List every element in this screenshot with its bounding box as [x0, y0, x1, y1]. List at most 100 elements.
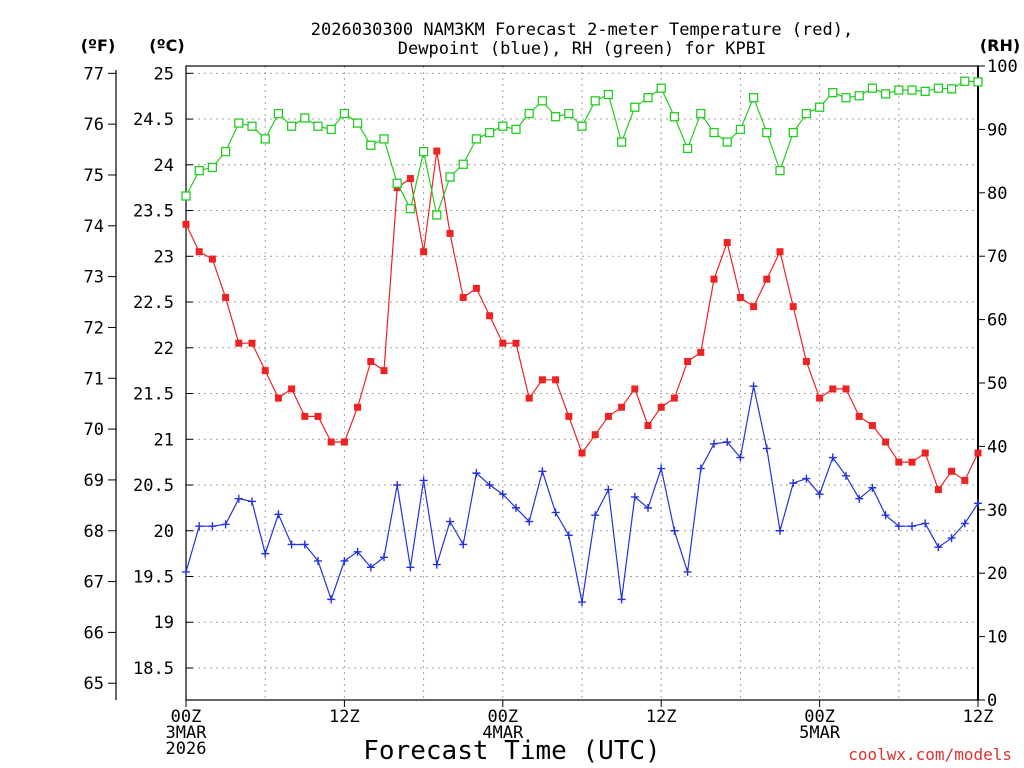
c-tick-label: 22 — [154, 339, 174, 359]
dewpoint-point — [261, 549, 270, 558]
rh-point — [630, 102, 640, 112]
temperature-point — [552, 376, 560, 384]
rh-series-line — [185, 80, 979, 218]
temperature-point — [565, 412, 573, 420]
rh-point — [669, 112, 680, 122]
dewpoint-point — [419, 476, 428, 485]
dewpoint-point — [393, 481, 402, 490]
rh-point — [854, 91, 864, 101]
rh-point — [656, 83, 666, 93]
temperature-point — [288, 385, 296, 393]
temperature-point — [367, 358, 375, 366]
dewpoint-point — [221, 520, 230, 529]
rh-point — [207, 162, 218, 173]
dewpoint-point — [498, 490, 507, 499]
temperature-point — [433, 147, 441, 155]
temperature-point — [816, 394, 824, 402]
rh-tick-label: 30 — [987, 501, 1007, 521]
temperature-point — [684, 358, 692, 366]
dewpoint-point — [591, 511, 600, 520]
dewpoint-point — [551, 508, 560, 517]
c-tick-label: 25 — [154, 64, 174, 84]
dewpoint-point — [182, 567, 190, 576]
rh-point — [960, 76, 970, 86]
rh-point — [801, 108, 812, 119]
x-tick-label: 4MAR — [482, 723, 524, 743]
dewpoint-point — [974, 499, 982, 508]
rh-point — [247, 121, 257, 131]
axis-ticks: 18.5 19 19.5 20 20.5 21 21.5 22 22.5 23 23.5 24 24.5… — [84, 57, 1018, 759]
dewpoint-point — [578, 598, 586, 607]
temperature-point — [750, 303, 758, 311]
dewpoint-point — [564, 531, 573, 540]
rh-point — [973, 77, 983, 87]
dewpoint-point — [525, 517, 534, 526]
temperature-point — [578, 449, 586, 457]
temperature-point — [420, 248, 428, 256]
dewpoint-point — [314, 556, 322, 565]
rh-point — [788, 127, 798, 138]
temperature-point — [948, 467, 956, 475]
temperature-point — [208, 255, 216, 263]
rh-point — [590, 96, 600, 106]
rh-point — [181, 191, 191, 201]
dewpoint-point — [736, 453, 745, 462]
rh-point — [511, 124, 521, 135]
f-tick-label: 70 — [84, 420, 104, 440]
chart-title-line2: Dewpoint (blue), RH (green) for KPBI — [398, 39, 766, 59]
dewpoint-point — [485, 481, 494, 490]
dewpoint-point — [432, 560, 441, 569]
f-tick-label: 68 — [84, 522, 104, 542]
x-tick-label: 2026 — [166, 739, 207, 759]
x-tick-label: 12Z — [963, 707, 994, 727]
temperature-point — [670, 394, 678, 402]
rh-point — [432, 210, 442, 220]
rh-point — [458, 159, 468, 169]
dewpoint-point — [789, 479, 798, 488]
dewpoint-point — [802, 474, 811, 483]
temperature-point — [934, 486, 942, 494]
dewpoint-point — [406, 563, 415, 572]
rh-point — [366, 140, 376, 150]
rh-point — [907, 85, 917, 95]
temperature-point — [763, 275, 771, 283]
temperature-point — [301, 412, 309, 420]
dewpoint-point — [921, 519, 930, 528]
dewpoint-point — [234, 494, 243, 503]
rh-point — [471, 134, 482, 144]
temperature-point — [644, 422, 652, 430]
dewpoint-point — [327, 595, 336, 604]
temperature-point — [235, 339, 243, 347]
f-tick-label: 73 — [84, 268, 104, 288]
dewpoint-point — [340, 556, 349, 565]
temperature-point — [327, 438, 335, 446]
rh-point — [762, 127, 772, 138]
dewpoint-point — [683, 567, 692, 576]
rh-point — [326, 124, 336, 135]
temperature-point — [882, 438, 890, 446]
rh-tick-label: 10 — [987, 628, 1007, 648]
dewpoint-point — [446, 517, 454, 526]
x-tick-label: 12Z — [329, 707, 360, 727]
x-axis-label: Forecast Time (UTC) — [363, 736, 660, 766]
rh-point — [920, 86, 930, 97]
dewpoint-point — [894, 522, 903, 531]
temperature-point — [538, 376, 546, 384]
temperature-point — [525, 394, 533, 402]
rh-tick-label: 100 — [987, 57, 1018, 77]
temperature-point — [195, 248, 203, 256]
rh-point — [550, 112, 561, 122]
dewpoint-point — [380, 553, 388, 562]
c-tick-label: 19.5 — [133, 567, 174, 587]
rh-point — [616, 137, 627, 147]
rh-point — [352, 118, 363, 128]
dewpoint-point — [815, 490, 824, 499]
rh-point — [498, 121, 508, 131]
rh-point — [709, 127, 719, 138]
rh-axis-unit-label: (RH) — [980, 36, 1020, 55]
c-tick-label: 24 — [154, 156, 174, 176]
temperature-point — [604, 412, 612, 420]
rh-point — [933, 83, 944, 93]
rh-point — [260, 134, 270, 144]
c-tick-label: 24.5 — [133, 110, 174, 130]
